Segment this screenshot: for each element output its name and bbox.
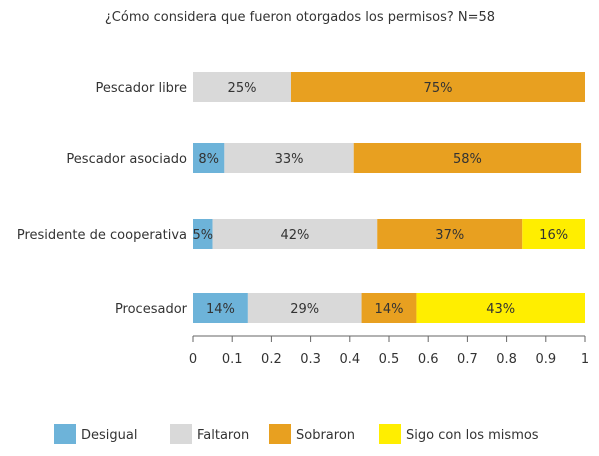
bar-faltaron-procesador <box>247 293 362 323</box>
x-axis: 0 0.1 0.2 0.3 0.4 0.5 0.6 0.7 0.8 0.9 1 <box>189 335 589 367</box>
x-tick-label: 0.7 <box>457 352 478 367</box>
data-label-faltaron-pescador-libre: 25% <box>228 81 257 96</box>
bar-sobraron-pescador-asociado <box>353 143 582 173</box>
bar-sobraron-pescador-libre <box>291 72 585 102</box>
data-label-faltaron-presidente-de-cooperativa: 42% <box>280 228 309 243</box>
data-label-sobraron-procesador: 14% <box>375 302 404 317</box>
x-tick-label: 0.9 <box>535 352 556 367</box>
bar-sobraron-procesador <box>361 293 417 323</box>
data-label-desigual-pescador-asociado: 8% <box>198 152 219 167</box>
x-tick-label: 0.5 <box>379 352 400 367</box>
legend-label-sobraron: Sobraron <box>296 428 355 443</box>
bar-desigual-pescador-asociado <box>193 143 225 173</box>
data-label-sigo-con-los-mismos-procesador: 43% <box>486 302 515 317</box>
category-label-pescador-libre: Pescador libre <box>96 81 187 96</box>
category-labels: Pescador libre Pescador asociado President… <box>17 81 188 317</box>
x-tick-label: 1 <box>581 352 589 367</box>
bar-faltaron-pescador-libre <box>193 72 291 102</box>
data-label-desigual-presidente-de-cooperativa: 5% <box>192 228 213 243</box>
bar-faltaron-pescador-asociado <box>224 143 354 173</box>
x-tick-label: 0.3 <box>300 352 321 367</box>
data-label-desigual-procesador: 14% <box>206 302 235 317</box>
legend-label-faltaron: Faltaron <box>197 428 249 443</box>
category-label-pescador-asociado: Pescador asociado <box>66 152 187 167</box>
x-tick-label: 0.8 <box>496 352 517 367</box>
bar-faltaron-presidente-de-cooperativa <box>212 219 378 249</box>
bar-sigo-con-los-mismos-presidente-de-cooperativa <box>522 219 585 249</box>
legend-label-sigo-con-los-mismos: Sigo con los mismos <box>406 428 539 443</box>
data-label-faltaron-procesador: 29% <box>290 302 319 317</box>
legend: Desigual Faltaron Sobraron Sigo con los mis… <box>54 424 539 444</box>
legend-swatch-sigo-con-los-mismos <box>379 424 401 444</box>
legend-label-desigual: Desigual <box>81 428 137 443</box>
category-label-presidente-de-cooperativa: Presidente de cooperativa <box>17 228 187 243</box>
legend-swatch-desigual <box>54 424 76 444</box>
x-tick-label: 0 <box>189 352 197 367</box>
category-label-procesador: Procesador <box>115 302 188 317</box>
bar-desigual-procesador <box>193 293 248 323</box>
bar-sigo-con-los-mismos-procesador <box>416 293 585 323</box>
legend-swatch-sobraron <box>269 424 291 444</box>
data-label-sobraron-pescador-asociado: 58% <box>453 152 482 167</box>
data-label-sigo-con-los-mismos-presidente-de-cooperativa: 16% <box>539 228 568 243</box>
chart-title: ¿Cómo considera que fueron otorgados los… <box>105 10 495 25</box>
legend-swatch-faltaron <box>170 424 192 444</box>
data-label-faltaron-pescador-asociado: 33% <box>275 152 304 167</box>
bar-sobraron-presidente-de-cooperativa <box>377 219 523 249</box>
bars-group: 25% 75% 8% 33% 58% 5% 42% 37% 16% 14% 29% 14% 43% <box>192 72 585 323</box>
x-tick-label: 0.1 <box>222 352 243 367</box>
bar-desigual-presidente-de-cooperativa <box>193 219 213 249</box>
x-tick-label: 0.2 <box>261 352 282 367</box>
data-label-sobraron-presidente-de-cooperativa: 37% <box>435 228 464 243</box>
x-tick-label: 0.4 <box>339 352 360 367</box>
x-tick-label: 0.6 <box>418 352 439 367</box>
data-label-sobraron-pescador-libre: 75% <box>424 81 453 96</box>
